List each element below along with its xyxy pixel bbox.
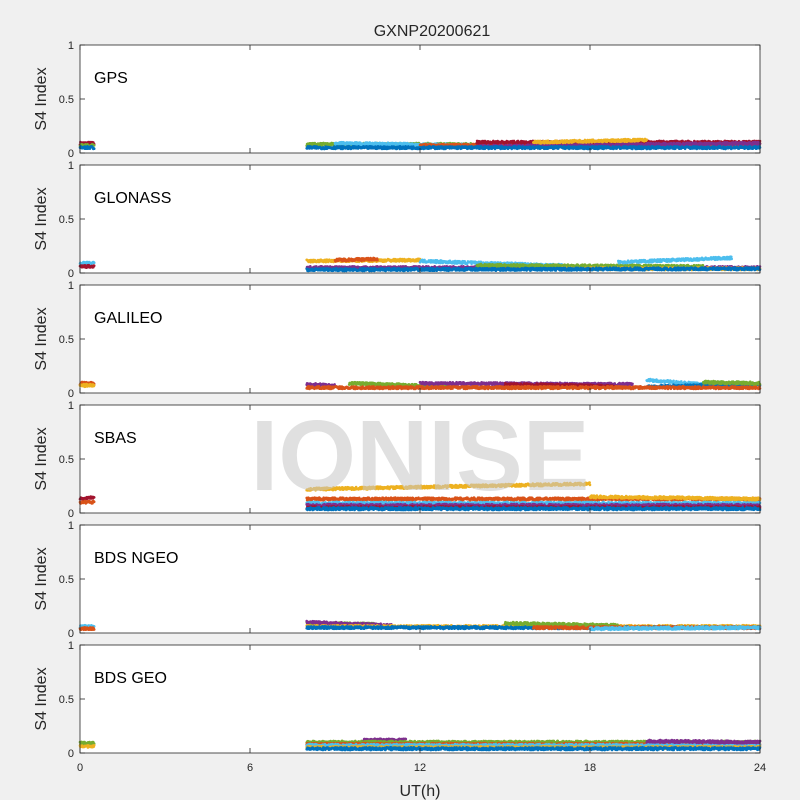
figure-title: GXNP20200621 <box>374 23 491 40</box>
data-point <box>93 147 96 150</box>
plot-area <box>80 45 760 153</box>
